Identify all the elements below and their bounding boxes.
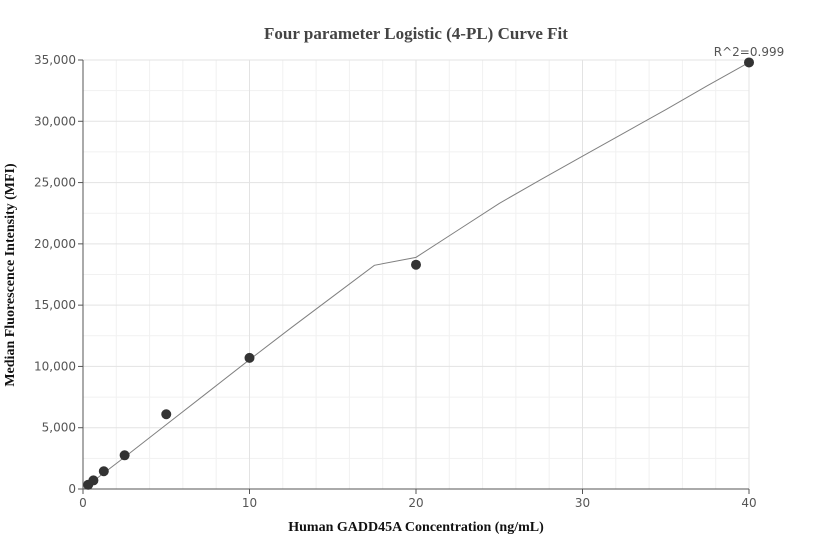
data-point[interactable] xyxy=(244,352,255,363)
x-axis-title: Human GADD45A Concentration (ng/mL) xyxy=(288,520,544,535)
x-tick-label: 20 xyxy=(408,496,423,510)
tick-labels: 0 10 20 30 40 0 5,000 10,000 15,000 20,000 25,000 3… xyxy=(34,53,757,510)
y-tick-label: 25,000 xyxy=(34,176,76,190)
y-tick-label: 35,000 xyxy=(34,53,76,67)
r-squared-annotation: R^2=0.999 xyxy=(714,45,784,59)
data-point[interactable] xyxy=(119,450,130,461)
x-tick-label: 0 xyxy=(79,496,87,510)
x-tick-label: 30 xyxy=(575,496,590,510)
data-point[interactable] xyxy=(411,259,421,270)
data-point[interactable] xyxy=(744,57,754,68)
fit-curve-group xyxy=(82,62,750,490)
data-points xyxy=(83,57,754,490)
y-tick-label: 5,000 xyxy=(42,421,76,435)
y-tick-label: 0 xyxy=(68,482,76,496)
chart-title: Four parameter Logistic (4-PL) Curve Fit xyxy=(264,24,568,43)
y-tick-label: 20,000 xyxy=(34,237,76,251)
grid xyxy=(82,59,750,490)
data-point[interactable] xyxy=(88,475,99,486)
y-tick-label: 30,000 xyxy=(34,114,76,128)
data-point[interactable] xyxy=(98,466,109,477)
data-point[interactable] xyxy=(161,409,172,420)
x-tick-label: 40 xyxy=(741,496,756,510)
y-tick-label: 15,000 xyxy=(34,298,76,312)
x-tick-label: 10 xyxy=(242,496,257,510)
fit-curve-line xyxy=(82,62,750,490)
y-tick-label: 10,000 xyxy=(34,359,76,373)
axes xyxy=(78,59,750,494)
y-axis-title: Median Fluorescence Intensity (MFI) xyxy=(3,163,18,387)
